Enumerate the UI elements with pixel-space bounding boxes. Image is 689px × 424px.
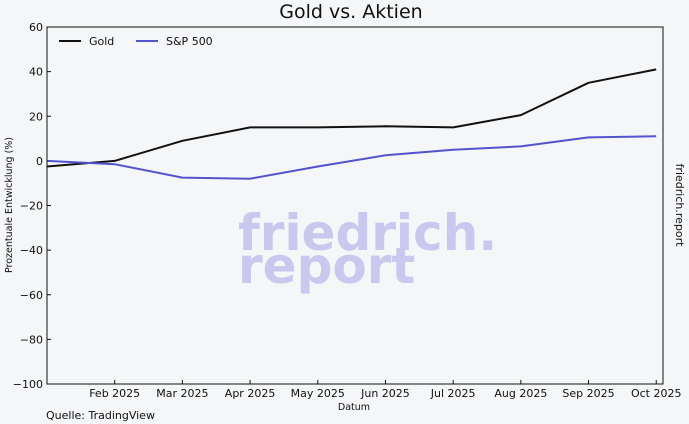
series-layer [46, 68, 657, 180]
y-axis-label: Prozentuale Entwicklung (%) [4, 137, 15, 273]
series-line-gold [46, 68, 657, 168]
y-tick-label: −20 [20, 200, 43, 213]
x-axis-ticks: Feb 2025 Mar 2025 Apr 2025 May 2025 Jun 2025… [89, 380, 681, 400]
y-tick-label: 60 [29, 21, 43, 34]
x-axis-label: Datum [338, 402, 370, 413]
legend-label-gold: Gold [89, 35, 114, 48]
x-tick-label: Mar 2025 [156, 387, 208, 400]
y-tick-label: 0 [36, 155, 43, 168]
x-tick-label: Jun 2025 [360, 387, 410, 400]
y-tick-label: 20 [29, 110, 43, 123]
series-line-s-p-500 [46, 135, 657, 180]
plot-frame [46, 26, 664, 385]
legend-label-sp500: S&P 500 [166, 35, 213, 48]
x-tick-label: Jul 2025 [430, 387, 476, 400]
chart-title: Gold vs. Aktien [279, 1, 422, 23]
legend: Gold S&P 500 [59, 35, 213, 48]
y-tick-label: −100 [13, 378, 43, 391]
x-tick-label: May 2025 [291, 387, 345, 400]
side-brand-label: friedrich.report [673, 164, 686, 248]
x-tick-label: Oct 2025 [631, 387, 682, 400]
source-note: Quelle: TradingView [46, 409, 155, 422]
y-tick-label: −60 [20, 289, 43, 302]
y-tick-label: −40 [20, 244, 43, 257]
x-tick-label: Sep 2025 [562, 387, 614, 400]
x-tick-label: Apr 2025 [225, 387, 276, 400]
watermark-line2: report [238, 237, 415, 295]
x-tick-label: Feb 2025 [89, 387, 140, 400]
y-tick-label: −80 [20, 333, 43, 346]
y-tick-label: 40 [29, 66, 43, 79]
watermark-line1: friedrich. [238, 204, 497, 262]
y-axis-ticks: 60 40 20 0 −20 −40 −60 −80 −100 [13, 21, 51, 391]
x-tick-label: Aug 2025 [494, 387, 547, 400]
